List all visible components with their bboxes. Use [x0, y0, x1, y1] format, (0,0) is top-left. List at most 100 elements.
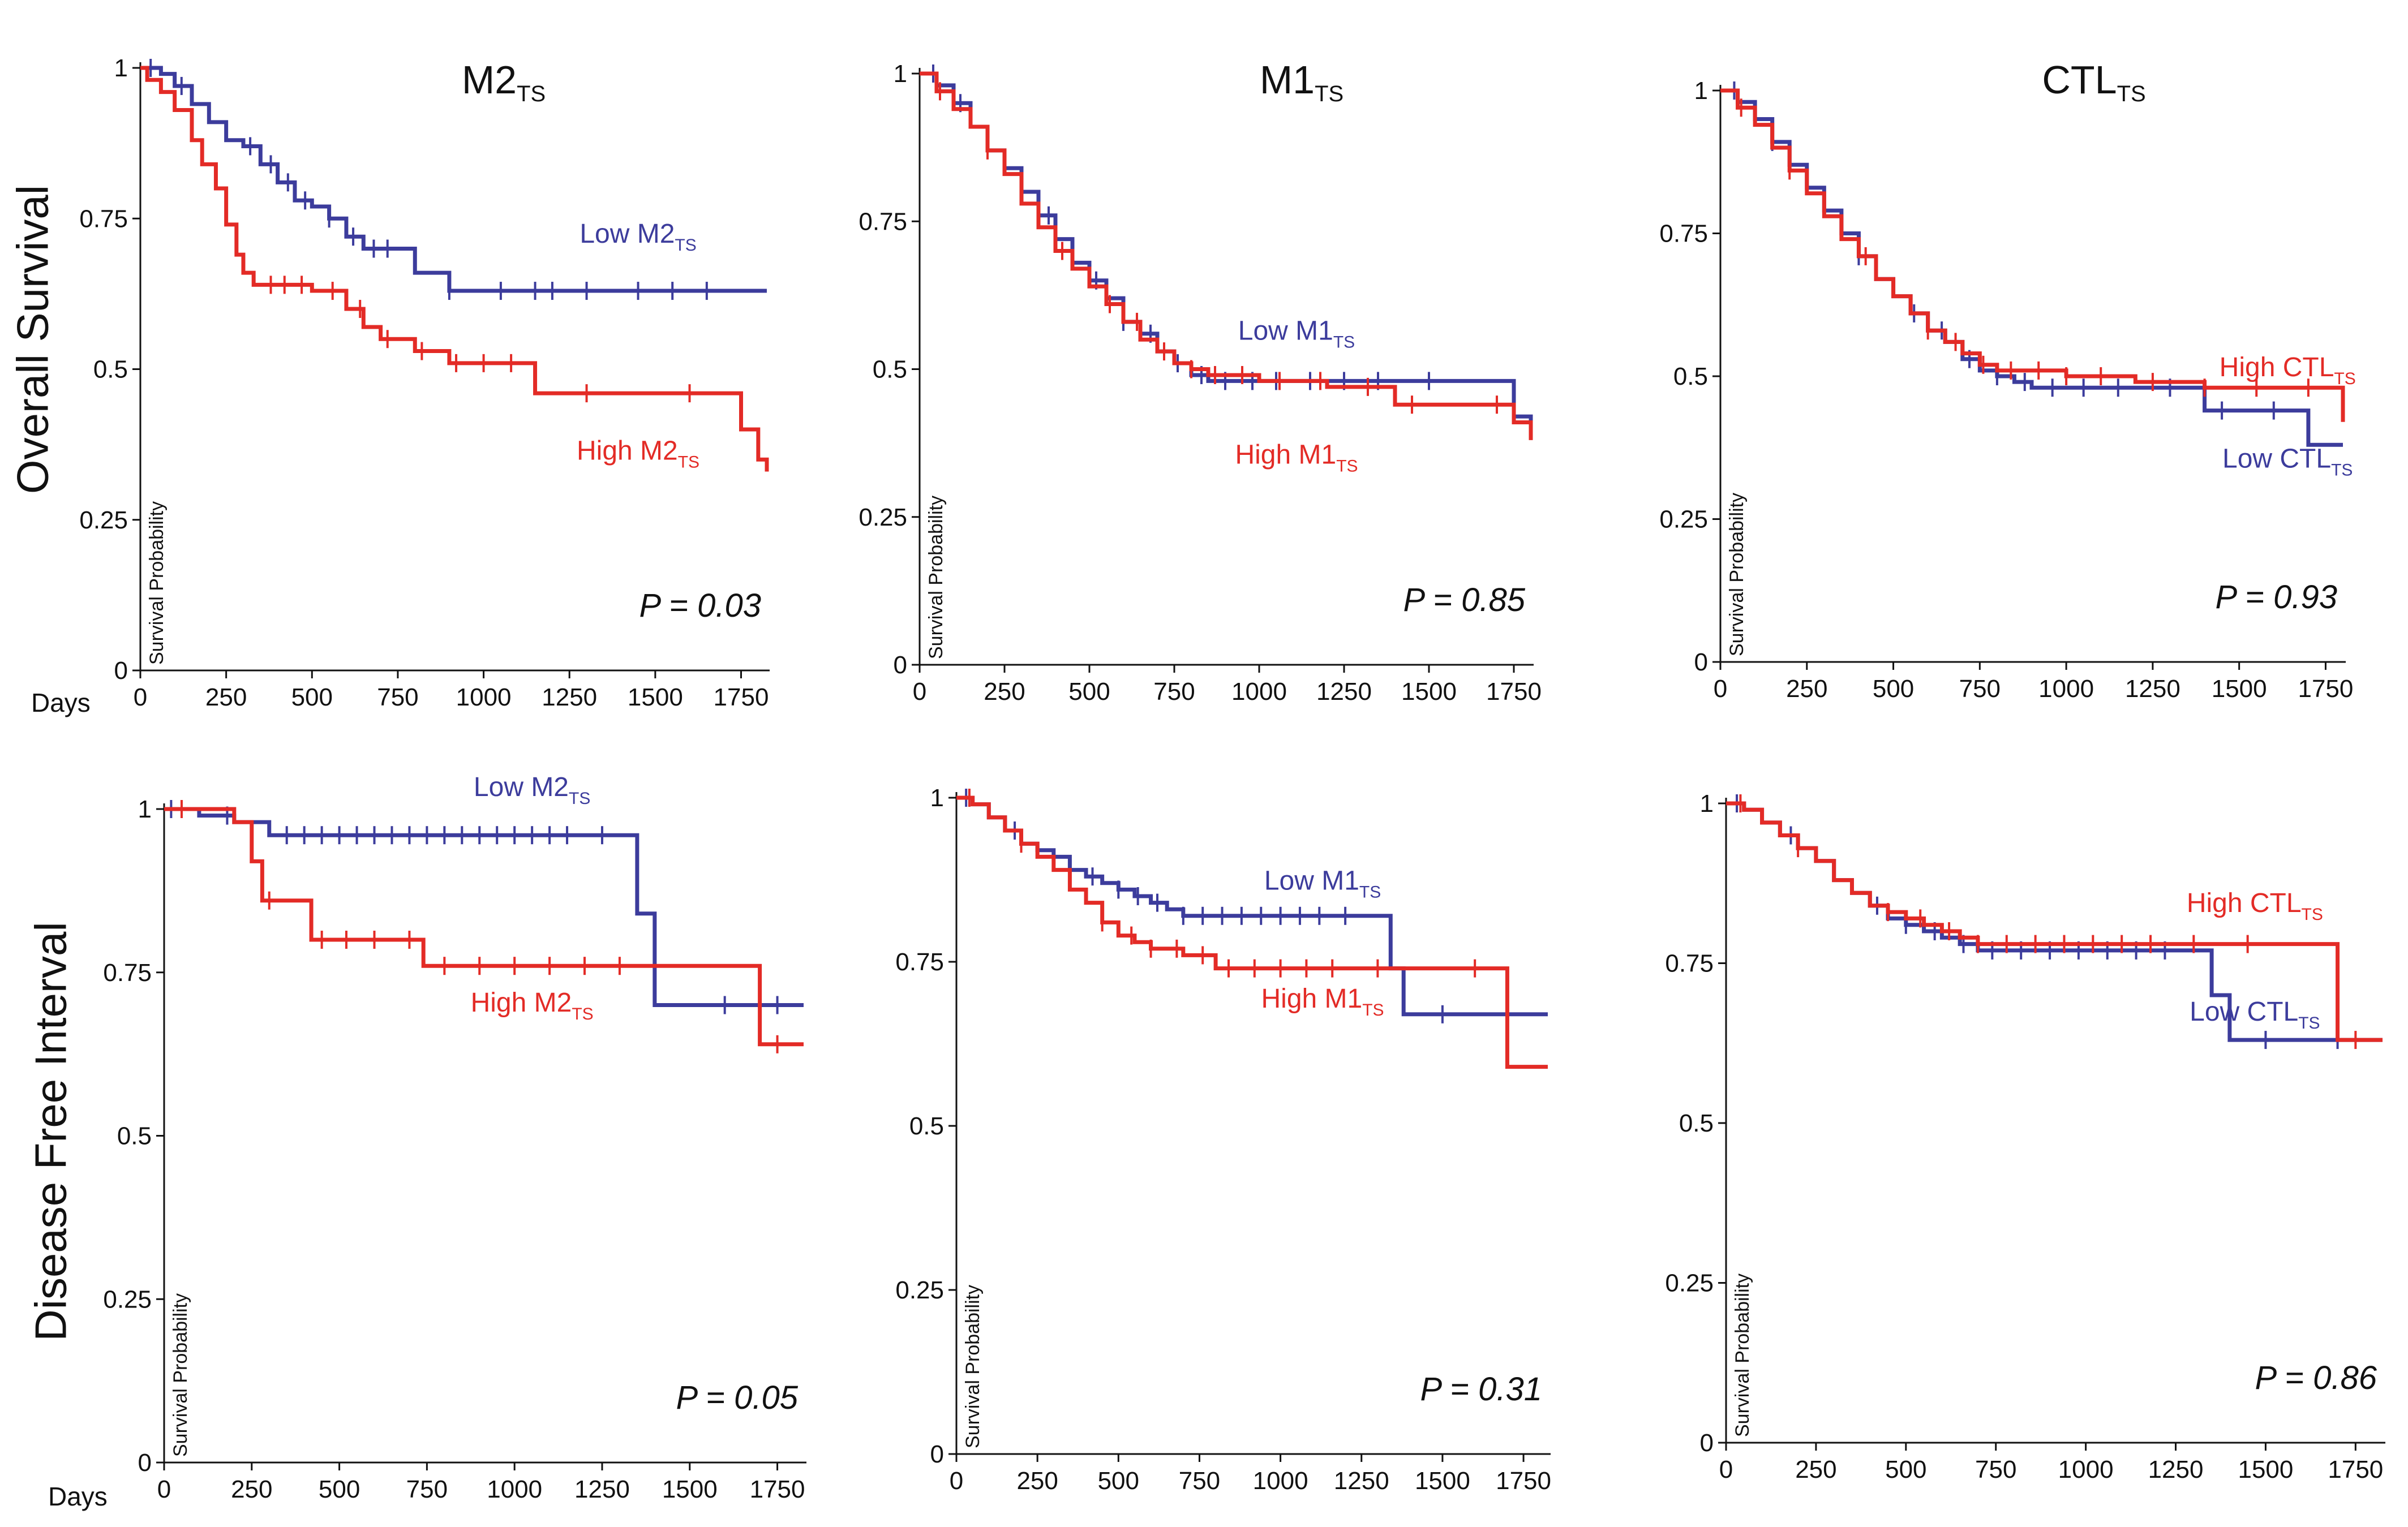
y-tick-label: 0.5 — [117, 1122, 152, 1150]
y-axis-label: Survival Probability — [925, 496, 947, 659]
x-tick-label: 1000 — [1253, 1467, 1308, 1495]
series-label-high: High CTLTS — [2187, 888, 2323, 924]
x-tick-label: 750 — [1959, 675, 2001, 703]
x-tick-label: 1500 — [628, 683, 683, 711]
y-axis-label: Survival Probability — [146, 501, 168, 665]
days-label-bottom: Days — [48, 1482, 108, 1511]
x-tick-label: 500 — [1885, 1456, 1926, 1483]
x-tick-label: 750 — [1153, 678, 1195, 706]
series-label-high: High M2TS — [577, 436, 699, 471]
y-tick-label: 0 — [894, 651, 907, 679]
x-tick-label: 1250 — [1334, 1467, 1389, 1495]
p-value: P = 0.03 — [639, 587, 761, 624]
p-value: P = 0.85 — [1403, 582, 1525, 618]
y-tick-label: 0.5 — [93, 356, 128, 384]
panel-title: CTLTS — [2042, 58, 2145, 106]
y-tick-label: 0.25 — [1665, 1270, 1714, 1297]
y-tick-label: 0.75 — [895, 948, 944, 976]
km-curve-low — [956, 795, 1548, 1017]
y-tick-label: 0.5 — [1679, 1109, 1714, 1137]
p-value: P = 0.31 — [1420, 1371, 1542, 1408]
series-label-high: High CTLTS — [2220, 352, 2356, 388]
days-label-top: Days — [31, 688, 91, 717]
x-tick-label: 500 — [1098, 1467, 1139, 1495]
x-tick-label: 750 — [1975, 1456, 2016, 1483]
y-tick-label: 0.5 — [909, 1112, 944, 1140]
p-value: P = 0.86 — [2255, 1360, 2377, 1396]
x-tick-label: 1500 — [2238, 1456, 2293, 1483]
km-panel-2: 0 0.25 0.5 0.75 1 0 250 500 750 1000 1250 1500 1750 S… — [859, 58, 1542, 706]
y-tick-label: 1 — [930, 784, 944, 812]
series-label-low: Low CTLTS — [2222, 444, 2353, 480]
x-tick-label: 1500 — [662, 1476, 718, 1503]
y-tick-label: 0.25 — [895, 1276, 944, 1304]
x-tick-label: 0 — [913, 678, 926, 706]
x-tick-label: 1750 — [750, 1476, 805, 1503]
y-tick-label: 1 — [114, 54, 128, 82]
y-tick-label: 0 — [1694, 648, 1708, 676]
y-axis-label: Survival Probability — [962, 1285, 984, 1448]
x-tick-label: 500 — [1873, 675, 1914, 703]
x-tick-label: 0 — [157, 1476, 171, 1503]
x-tick-label: 1500 — [1415, 1467, 1470, 1495]
x-tick-label: 1250 — [2148, 1456, 2204, 1483]
x-tick-label: 1250 — [1316, 678, 1372, 706]
x-tick-label: 1750 — [2298, 675, 2353, 703]
x-tick-label: 1250 — [542, 683, 597, 711]
x-tick-label: 500 — [1068, 678, 1110, 706]
x-tick-label: 1750 — [1486, 678, 1542, 706]
series-label-low: Low CTLTS — [2190, 997, 2320, 1033]
y-tick-label: 0 — [114, 657, 128, 685]
p-value: P = 0.93 — [2215, 579, 2337, 616]
x-tick-label: 750 — [1179, 1467, 1220, 1495]
series-label-low: Low M1TS — [1264, 866, 1381, 901]
km-curve-high — [956, 795, 1548, 1069]
x-tick-label: 250 — [1786, 675, 1827, 703]
x-tick-label: 500 — [291, 683, 333, 711]
y-axis-label: Survival Probability — [1726, 493, 1748, 656]
series-label-low: Low M1TS — [1238, 316, 1355, 351]
y-tick-label: 1 — [138, 795, 152, 823]
y-tick-label: 1 — [1694, 77, 1708, 105]
y-tick-label: 0.75 — [1665, 950, 1714, 978]
x-tick-label: 1000 — [1231, 678, 1287, 706]
y-axis-label: Survival Probability — [1732, 1274, 1753, 1437]
x-tick-label: 250 — [205, 683, 247, 711]
y-axis-label: Survival Probability — [170, 1293, 191, 1457]
x-tick-label: 250 — [1016, 1467, 1058, 1495]
km-curve-low — [1720, 88, 2343, 447]
series-label-high: High M1TS — [1235, 440, 1358, 476]
x-tick-label: 0 — [1714, 675, 1727, 703]
km-panel-6: 0 0.25 0.5 0.75 1 0 250 500 750 1000 1250 1500 1750 S… — [1665, 790, 2385, 1483]
km-curve-high — [920, 71, 1533, 440]
y-tick-label: 0.75 — [103, 959, 152, 987]
y-tick-label: 0.5 — [1673, 363, 1708, 390]
series-label-low: Low M2TS — [580, 219, 696, 255]
series-label-high: High M2TS — [471, 988, 594, 1023]
x-tick-label: 1000 — [2058, 1456, 2114, 1483]
p-value: P = 0.05 — [676, 1379, 798, 1416]
x-tick-label: 1000 — [456, 683, 512, 711]
x-tick-label: 0 — [950, 1467, 963, 1495]
x-tick-label: 1750 — [1496, 1467, 1551, 1495]
x-tick-label: 750 — [406, 1476, 448, 1503]
x-tick-label: 750 — [377, 683, 418, 711]
series-label-high: High M1TS — [1261, 984, 1384, 1020]
km-curve-high — [140, 66, 769, 472]
km-curve-low — [164, 807, 804, 1007]
panel-title: M2TS — [462, 58, 546, 106]
x-tick-label: 1500 — [1401, 678, 1457, 706]
x-tick-label: 0 — [1719, 1456, 1733, 1483]
km-curve-high — [164, 807, 804, 1047]
x-tick-label: 1000 — [2038, 675, 2094, 703]
km-panel-5: 0 0.25 0.5 0.75 1 0 250 500 750 1000 1250 1500 1750 S… — [895, 784, 1551, 1495]
x-tick-label: 1250 — [2125, 675, 2180, 703]
y-tick-label: 1 — [894, 60, 907, 88]
x-tick-label: 1750 — [714, 683, 769, 711]
x-tick-label: 1000 — [487, 1476, 542, 1503]
x-tick-label: 250 — [984, 678, 1025, 706]
series-label-low: Low M2TS — [474, 772, 590, 808]
x-tick-label: 250 — [231, 1476, 272, 1503]
